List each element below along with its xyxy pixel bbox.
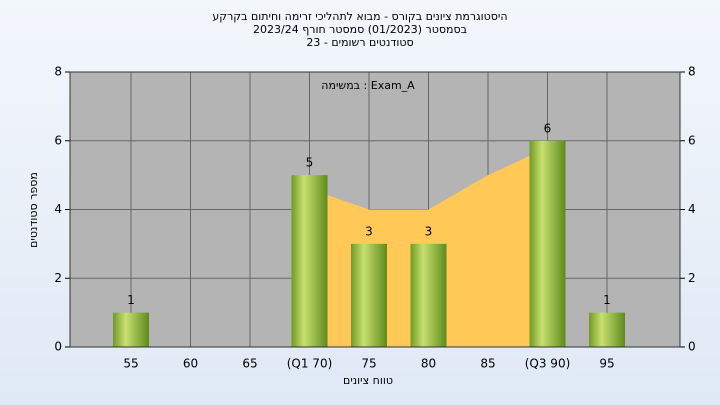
x-axis-label: טווח ציונים bbox=[343, 374, 393, 387]
x-tick-label: 55 bbox=[123, 357, 138, 371]
y-tick-label: 8 bbox=[54, 65, 62, 79]
y2-tick-label: 4 bbox=[688, 202, 696, 216]
bar bbox=[291, 175, 328, 347]
x-tick-label: 80 bbox=[421, 357, 436, 371]
y2-tick-label: 6 bbox=[688, 133, 696, 147]
chart-subtitle: סטודנטים רשומים - 23 bbox=[306, 36, 413, 49]
y-axis-label: מספר סטודנטים bbox=[27, 172, 40, 248]
x-tick-label: 95 bbox=[599, 357, 614, 371]
x-tick-label: 75 bbox=[361, 357, 376, 371]
data-label: 3 bbox=[365, 224, 373, 238]
y2-tick-label: 8 bbox=[688, 65, 696, 79]
x-tick-label: 60 bbox=[183, 357, 198, 371]
bar bbox=[351, 243, 387, 347]
chart-title: היסטוגרמת ציונים בקורס - מבוא לתהליכי זר… bbox=[212, 10, 507, 23]
y-tick-label: 4 bbox=[54, 202, 62, 216]
y-tick-label: 0 bbox=[54, 340, 62, 354]
chart-subtitle: בסמסטר (01/2023) סמסטר חורף 2023/24 bbox=[253, 23, 467, 36]
data-label: 5 bbox=[306, 156, 314, 170]
data-label: 1 bbox=[603, 293, 611, 307]
x-tick-label: (Q3 90) bbox=[525, 357, 571, 371]
annotation: Exam_A : במשימה bbox=[321, 79, 415, 92]
x-tick-label: 65 bbox=[242, 357, 257, 371]
bar bbox=[589, 312, 625, 347]
bar bbox=[529, 140, 566, 347]
plot-border bbox=[69, 71, 681, 348]
data-label: 3 bbox=[425, 224, 433, 238]
bar bbox=[410, 243, 447, 347]
y2-tick-label: 0 bbox=[688, 340, 696, 354]
data-label: 1 bbox=[127, 293, 135, 307]
bar bbox=[113, 312, 149, 347]
y-tick-label: 6 bbox=[54, 133, 62, 147]
y-tick-label: 2 bbox=[54, 271, 62, 285]
x-tick-label: (Q1 70) bbox=[287, 357, 333, 371]
data-label: 6 bbox=[544, 121, 552, 135]
y2-tick-label: 2 bbox=[688, 271, 696, 285]
x-tick-label: 85 bbox=[480, 357, 495, 371]
